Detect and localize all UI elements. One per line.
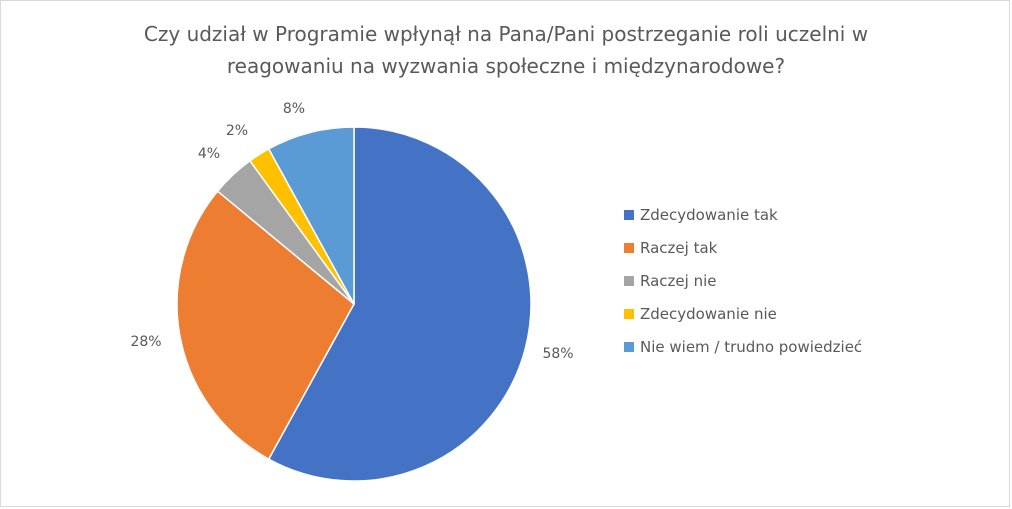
pie-slice-4: [267, 126, 355, 305]
legend-label: Zdecydowanie tak: [640, 205, 778, 224]
legend-swatch: [624, 209, 634, 220]
chart-title: Czy udział w Programie wpłynął na Pana/P…: [0, 18, 1012, 82]
chart-title-line-2: reagowaniu na wyzwania społeczne i międz…: [226, 54, 786, 78]
data-label-3: 2%: [226, 123, 248, 139]
data-label-0: 58%: [542, 346, 573, 362]
data-label-1: 28%: [130, 334, 161, 350]
chart-title-line-1: Czy udział w Programie wpłynął na Pana/P…: [143, 22, 869, 46]
pie-slice-1: [176, 190, 355, 461]
data-label-2: 4%: [198, 146, 220, 162]
legend-item-zdecydowanie-tak: Zdecydowanie tak: [624, 198, 862, 231]
legend-swatch: [624, 242, 634, 253]
legend-label: Zdecydowanie nie: [640, 304, 777, 323]
data-label-4: 8%: [283, 101, 305, 117]
legend-swatch: [624, 341, 634, 352]
pie-slice-0: [267, 126, 532, 482]
legend-swatch: [624, 275, 634, 286]
legend-label: Nie wiem / trudno powiedzieć: [640, 337, 863, 356]
legend-label: Raczej tak: [640, 238, 718, 257]
legend-swatch: [624, 308, 634, 319]
legend-item-nie-wiem: Nie wiem / trudno powiedzieć: [624, 330, 862, 363]
legend: Zdecydowanie tak Raczej tak Raczej nie Z…: [624, 198, 862, 363]
legend-item-zdecydowanie-nie: Zdecydowanie nie: [624, 297, 862, 330]
legend-label: Raczej nie: [640, 271, 717, 290]
legend-item-raczej-nie: Raczej nie: [624, 264, 862, 297]
legend-item-raczej-tak: Raczej tak: [624, 231, 862, 264]
